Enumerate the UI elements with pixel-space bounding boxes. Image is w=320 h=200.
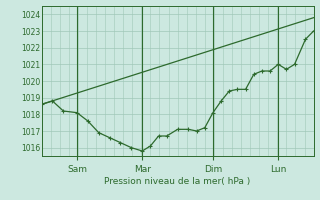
- X-axis label: Pression niveau de la mer( hPa ): Pression niveau de la mer( hPa ): [104, 177, 251, 186]
